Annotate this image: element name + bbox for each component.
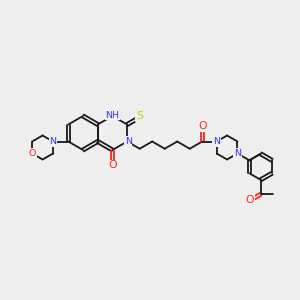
Text: NH: NH bbox=[105, 110, 119, 119]
Text: O: O bbox=[198, 121, 207, 131]
Text: N: N bbox=[125, 137, 132, 146]
Text: N: N bbox=[50, 137, 56, 146]
Text: S: S bbox=[136, 111, 143, 121]
Text: O: O bbox=[28, 149, 36, 158]
Text: O: O bbox=[245, 195, 254, 205]
Text: N: N bbox=[234, 149, 241, 158]
Text: N: N bbox=[213, 137, 220, 146]
Text: O: O bbox=[108, 160, 117, 170]
